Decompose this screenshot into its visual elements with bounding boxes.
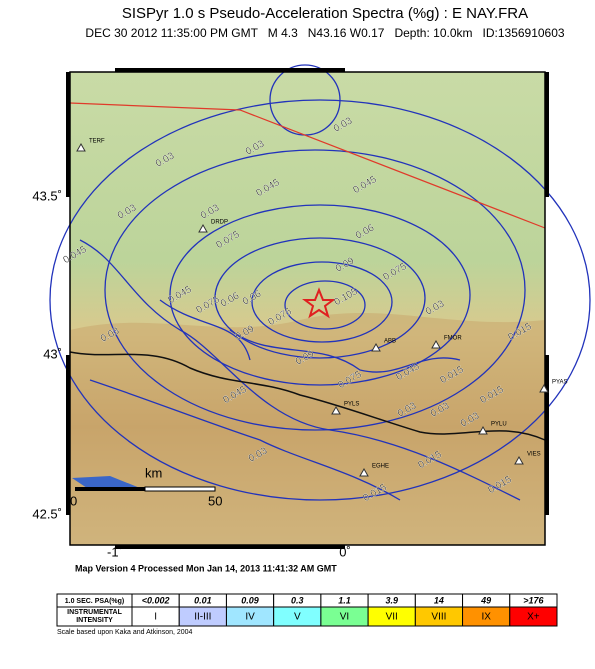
station-label: VIES	[527, 452, 541, 458]
fault-line	[69, 102, 546, 229]
psa-value: 0.3	[291, 595, 304, 605]
station	[431, 339, 441, 349]
border	[69, 351, 546, 441]
station	[198, 223, 208, 233]
station	[359, 467, 369, 477]
contours	[49, 99, 591, 501]
psa-value: 1.1	[338, 595, 351, 605]
station-label: FMOR	[444, 336, 462, 342]
intensity-value: VII	[386, 612, 398, 623]
legend: 1.0 SEC. PSA(%g) INSTRUMENTAL INTENSITY <0.…	[56, 593, 558, 627]
station-label: PYLS	[344, 402, 359, 408]
scale-start: 0	[70, 493, 77, 508]
intensity-value: X+	[527, 612, 540, 623]
scale-bar: km 0 50	[70, 465, 222, 508]
intensity-cell	[509, 606, 558, 627]
scale-unit: km	[145, 465, 162, 480]
psa-value: 49	[480, 595, 491, 605]
lat-label: 43.5˚	[32, 188, 62, 203]
station-label: DRDP	[211, 220, 228, 226]
psa-value: <0.002	[142, 595, 170, 605]
station	[371, 342, 381, 352]
psa-value: 3.9	[385, 595, 398, 605]
intensity-value: IX	[481, 612, 491, 623]
title: SISPyr 1.0 s Pseudo-Acceleration Spectra…	[122, 5, 528, 22]
lat-label: 42.5˚	[32, 506, 62, 521]
map-area: km 0 50	[49, 64, 591, 549]
intensity-value: IV	[245, 612, 255, 623]
station	[539, 383, 549, 393]
intensity-value: II-III	[194, 612, 211, 623]
station	[76, 142, 86, 152]
lake	[72, 476, 140, 490]
epicenter	[302, 287, 336, 319]
station-label: TERF	[89, 139, 105, 145]
psa-value: >176	[523, 595, 544, 605]
subtitle: DEC 30 2012 11:35:00 PM GMT M 4.3 N43.16…	[85, 26, 564, 40]
version: Map Version 4 Processed Mon Jan 14, 2013…	[75, 563, 337, 573]
legend-header: 1.0 SEC. PSA(%g)	[65, 598, 125, 605]
mountains	[70, 312, 545, 545]
intensity-value: VIII	[431, 612, 446, 623]
intensity-value: V	[294, 612, 301, 623]
station-label: PYAS	[552, 380, 568, 386]
scale-end: 50	[208, 493, 222, 508]
station	[331, 405, 341, 415]
psa-value: 14	[434, 595, 444, 605]
station-label: ABB	[384, 339, 396, 345]
lat-label: 43˚	[43, 346, 62, 361]
intensity-value: VI	[340, 612, 349, 623]
scale-note: Scale based upon Kaka and Atkinson, 2004	[57, 629, 193, 636]
frame-ticks	[66, 68, 549, 549]
lon-label: -1˚	[107, 544, 123, 559]
station-label: EGHE	[372, 464, 389, 470]
station-label: PYLU	[491, 422, 507, 428]
lon-label: 0˚	[339, 544, 351, 559]
station	[478, 425, 488, 435]
intensity-value: I	[154, 612, 157, 623]
legend-header: INSTRUMENTAL INTENSITY	[67, 609, 122, 624]
psa-value: 0.01	[194, 595, 212, 605]
psa-value: 0.09	[241, 595, 259, 605]
station	[514, 455, 524, 465]
